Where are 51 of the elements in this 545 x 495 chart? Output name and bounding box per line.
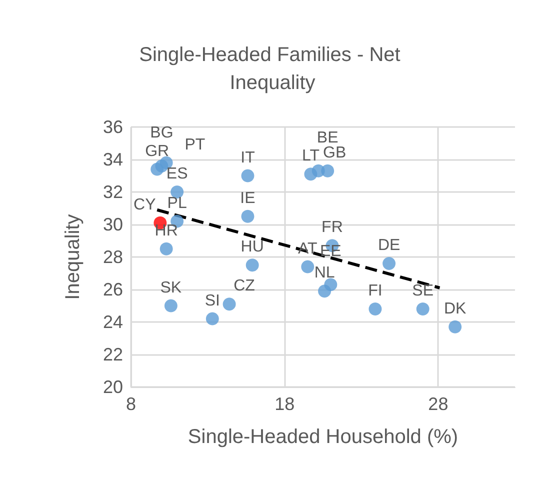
point xyxy=(241,210,254,223)
point xyxy=(301,260,314,274)
annotation: DK xyxy=(444,300,467,318)
annotation: GB xyxy=(323,144,346,162)
y-tick-label: 28 xyxy=(102,247,123,267)
y-tick-label: 22 xyxy=(102,344,123,364)
y-tick-label: 20 xyxy=(102,377,123,397)
point xyxy=(382,257,396,270)
point xyxy=(321,164,334,178)
annotation: PL xyxy=(167,194,187,212)
point xyxy=(416,302,430,316)
annotation: SI xyxy=(204,292,220,310)
annotation: DE xyxy=(378,237,400,254)
point xyxy=(160,242,173,256)
point xyxy=(324,278,338,292)
x-tick-label: 28 xyxy=(428,394,448,414)
annotation: PT xyxy=(184,136,206,154)
point xyxy=(241,169,254,182)
y-tick-label: 36 xyxy=(102,117,123,137)
point xyxy=(206,312,219,326)
chart-title: Single-Headed Families - Net Inequality xyxy=(139,44,406,94)
annotation: BG xyxy=(150,124,174,142)
annotation: HU xyxy=(240,238,264,256)
annotation: GR xyxy=(145,142,170,160)
point xyxy=(368,302,382,316)
annotation: FI xyxy=(368,282,382,300)
y-tick-label: 34 xyxy=(102,150,123,170)
annotation: SK xyxy=(160,279,182,296)
annotation: NL xyxy=(314,264,335,282)
point xyxy=(246,258,259,272)
y-axis-title: Inequality xyxy=(62,214,84,300)
annotation: LT xyxy=(302,148,320,165)
point xyxy=(448,320,462,334)
x-axis-title: Single-Headed Household (%) xyxy=(188,426,458,448)
annotation: ES xyxy=(166,166,188,182)
x-tick-label: 18 xyxy=(274,394,295,414)
annotation: HR xyxy=(154,222,178,240)
x-tick-label: 8 xyxy=(126,394,136,414)
y-tick-label: 32 xyxy=(102,182,123,202)
annotation: SE xyxy=(412,282,434,300)
point xyxy=(222,298,236,311)
annotation: BE xyxy=(316,129,338,146)
annotation: IT xyxy=(240,149,256,166)
y-tick-label: 30 xyxy=(102,214,123,234)
annotation: IE xyxy=(240,190,256,207)
point xyxy=(164,299,178,312)
annotation: CY xyxy=(134,196,156,214)
y-tick-label: 26 xyxy=(102,280,123,300)
annotation: CZ xyxy=(234,278,256,295)
annotation: FR xyxy=(322,219,343,236)
y-tick-label: 24 xyxy=(102,312,123,332)
